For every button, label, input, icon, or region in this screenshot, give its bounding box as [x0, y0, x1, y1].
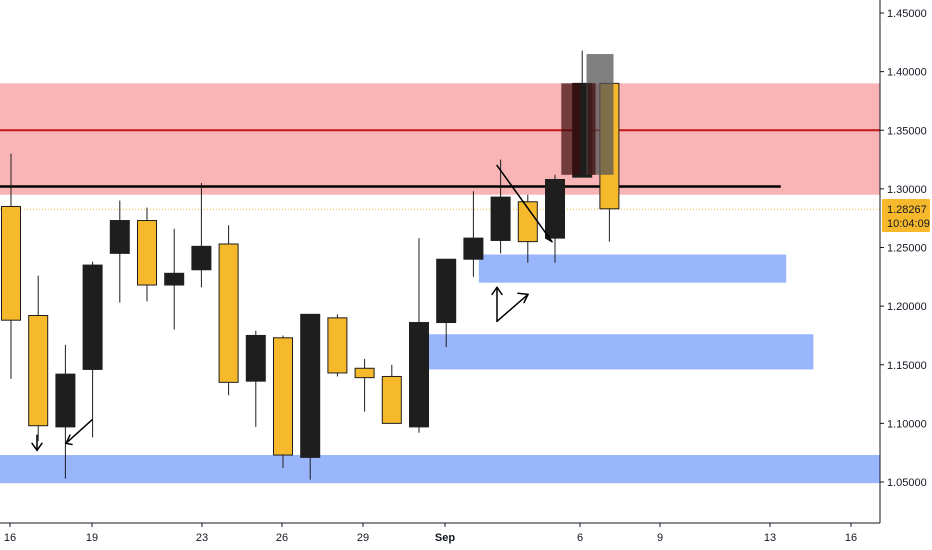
time-tick-label: 29 — [357, 532, 369, 544]
time-tick-label: 23 — [196, 532, 208, 544]
support-zone-1 — [478, 254, 787, 283]
bullish-candle — [164, 272, 185, 286]
zones-layer — [0, 83, 880, 484]
price-tick-label: 1.10000 — [887, 418, 927, 430]
price-tick-label: 1.40000 — [887, 67, 927, 79]
resistance-zone — [0, 83, 880, 195]
projection-box-dark — [561, 83, 581, 175]
support-zone-3 — [0, 455, 880, 484]
bearish-candle — [1, 205, 21, 321]
bearish-candle — [327, 317, 348, 374]
time-axis[interactable]: 16 19 23 26 29 Sep 6 9 13 16 — [4, 523, 857, 544]
arrow-head — [65, 434, 71, 445]
bullish-candle — [300, 313, 321, 458]
arrow-down-head — [31, 442, 38, 452]
bearish-candle — [381, 375, 402, 424]
projection-box-dark — [587, 83, 596, 175]
time-tick-label: 16 — [845, 532, 857, 544]
lines-layer — [0, 129, 880, 210]
arrow-head — [496, 286, 503, 296]
price-tick-label: 1.30000 — [887, 184, 927, 196]
trend-line-down — [496, 164, 553, 243]
time-tick-label: 26 — [276, 532, 288, 544]
time-tick-label: 19 — [86, 532, 98, 544]
drawing-tools-layer — [31, 164, 553, 452]
arrow-head — [545, 237, 553, 243]
arrow-up-right — [65, 419, 93, 445]
price-tick-label: 1.15000 — [887, 360, 927, 372]
price-axis[interactable]: 1.45000 1.40000 1.35000 1.30000 1.25000 1.200… — [0, 0, 927, 524]
arrow-head — [517, 292, 529, 296]
bullish-candle — [191, 245, 212, 271]
bullish-candle — [82, 264, 103, 370]
bearish-candle — [28, 315, 49, 427]
bullish-candle — [436, 258, 457, 324]
price-tick-label: 1.20000 — [887, 301, 927, 313]
bearish-candle — [273, 337, 293, 456]
candle-countdown-label: 10:04:09 — [887, 218, 930, 230]
arrow-head — [523, 293, 529, 304]
current-price-tag: 1.28267 10:04:09 — [882, 199, 930, 232]
price-tick-label: 1.45000 — [887, 8, 927, 20]
price-tick-label: 1.35000 — [887, 125, 927, 137]
time-tick-label: 9 — [657, 532, 663, 544]
current-price-label: 1.28267 — [887, 204, 927, 216]
price-tag-background — [882, 199, 930, 232]
bearish-candle — [218, 243, 239, 383]
ghost-candles-layer — [561, 54, 614, 175]
bullish-candle — [55, 373, 76, 428]
support-zone-2 — [427, 334, 814, 370]
bullish-candle — [545, 178, 565, 239]
bullish-candle — [409, 322, 429, 428]
bullish-candle — [463, 237, 484, 260]
bearish-candle — [354, 367, 375, 379]
bullish-candle — [109, 220, 130, 254]
time-tick-label: 16 — [4, 532, 16, 544]
bullish-candle — [490, 196, 511, 241]
bearish-candle — [137, 220, 157, 286]
arrow-down-head — [36, 442, 43, 452]
price-tick-label: 1.25000 — [887, 243, 927, 255]
price-tick-label: 1.05000 — [887, 477, 927, 489]
arrow-head — [65, 442, 73, 446]
time-tick-label: 13 — [764, 532, 776, 544]
bullish-candle — [245, 334, 266, 382]
time-tick-label: Sep — [435, 532, 455, 544]
arrow-up-right-trend — [496, 293, 529, 323]
arrow-head — [491, 286, 498, 296]
time-tick-label: 6 — [577, 532, 583, 544]
